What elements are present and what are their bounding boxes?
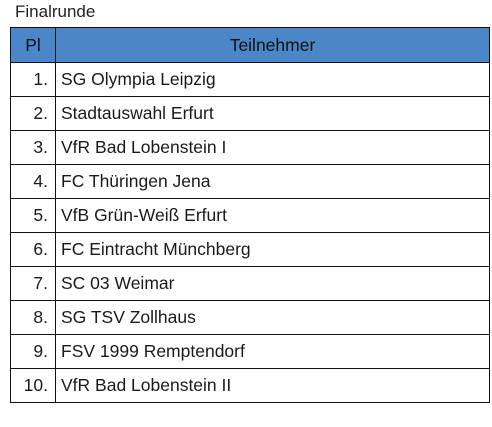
header-team: Teilnehmer — [55, 27, 490, 63]
table-header-row: Pl Teilnehmer — [10, 27, 490, 63]
standings-table: Pl Teilnehmer 1. SG Olympia Leipzig 2. S… — [10, 27, 490, 403]
table-row: 9. FSV 1999 Remptendorf — [10, 334, 490, 369]
team-cell: SG Olympia Leipzig — [55, 62, 490, 97]
team-cell: FC Eintracht Münchberg — [55, 232, 490, 267]
table-row: 1. SG Olympia Leipzig — [10, 62, 490, 97]
rank-cell: 2. — [10, 96, 56, 131]
rank-cell: 6. — [10, 232, 56, 267]
rank-cell: 7. — [10, 266, 56, 301]
table-row: 2. Stadtauswahl Erfurt — [10, 96, 490, 131]
table-row: 10. VfR Bad Lobenstein II — [10, 368, 490, 403]
team-cell: FSV 1999 Remptendorf — [55, 334, 490, 369]
rank-cell: 5. — [10, 198, 56, 233]
header-rank: Pl — [10, 27, 56, 63]
table-row: 7. SC 03 Weimar — [10, 266, 490, 301]
team-cell: Stadtauswahl Erfurt — [55, 96, 490, 131]
rank-cell: 1. — [10, 62, 56, 97]
team-cell: SG TSV Zollhaus — [55, 300, 490, 335]
rank-cell: 8. — [10, 300, 56, 335]
team-cell: FC Thüringen Jena — [55, 164, 490, 199]
table-row: 3. VfR Bad Lobenstein I — [10, 130, 490, 165]
team-cell: VfB Grün-Weiß Erfurt — [55, 198, 490, 233]
table-row: 5. VfB Grün-Weiß Erfurt — [10, 198, 490, 233]
rank-cell: 10. — [10, 368, 56, 403]
table-row: 6. FC Eintracht Münchberg — [10, 232, 490, 267]
team-cell: VfR Bad Lobenstein I — [55, 130, 490, 165]
team-cell: VfR Bad Lobenstein II — [55, 368, 490, 403]
table-row: 8. SG TSV Zollhaus — [10, 300, 490, 335]
rank-cell: 4. — [10, 164, 56, 199]
rank-cell: 9. — [10, 334, 56, 369]
team-cell: SC 03 Weimar — [55, 266, 490, 301]
table-caption: Finalrunde — [15, 2, 96, 21]
rank-cell: 3. — [10, 130, 56, 165]
table-row: 4. FC Thüringen Jena — [10, 164, 490, 199]
